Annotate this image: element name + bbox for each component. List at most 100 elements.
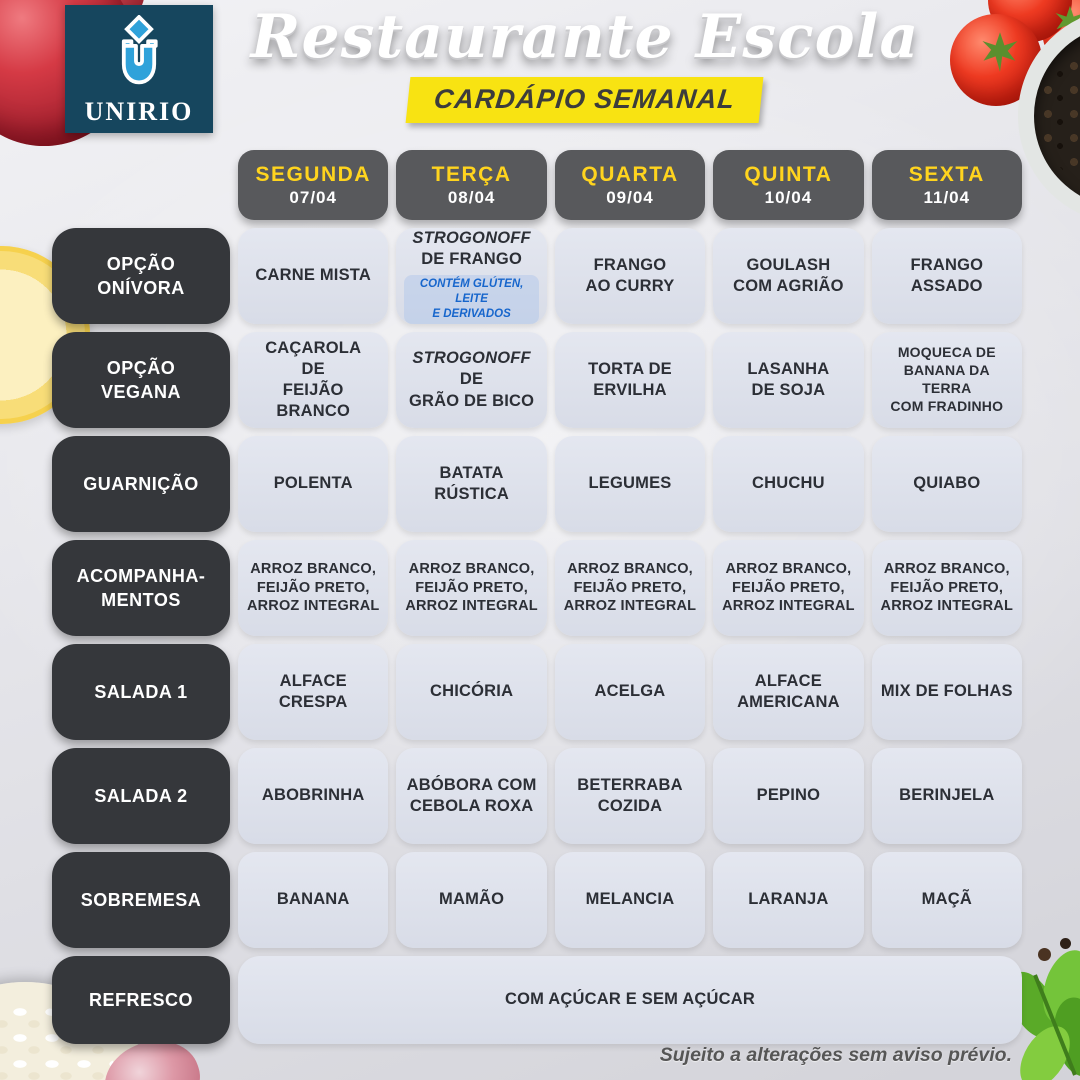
menu-cell: ARROZ BRANCO, FEIJÃO PRETO, ARROZ INTEGR… xyxy=(238,540,389,636)
dish-name: DE GRÃO DE BICO xyxy=(408,370,535,410)
row-label-sobremesa: SOBREMESA xyxy=(52,852,230,948)
day-date: 10/04 xyxy=(764,187,813,207)
dish-name: ARROZ BRANCO, FEIJÃO PRETO, ARROZ INTEGR… xyxy=(563,561,697,615)
dish-name: BETERRABA COZIDA xyxy=(577,775,683,815)
dish-name: FRANGO AO CURRY xyxy=(585,255,675,295)
dish-name: LEGUMES xyxy=(588,474,672,493)
dish-name: MAÇÃ xyxy=(921,890,972,909)
dish-name: BATATA RÚSTICA xyxy=(434,463,509,503)
menu-cell: ARROZ BRANCO, FEIJÃO PRETO, ARROZ INTEGR… xyxy=(396,540,547,636)
row-label-acompanhamentos: ACOMPANHA- MENTOS xyxy=(52,540,230,636)
dish-name: LARANJA xyxy=(748,890,829,909)
dish-name: MELANCIA xyxy=(585,890,675,909)
dish-name: ALFACE AMERICANA xyxy=(737,671,840,711)
dish-name: ARROZ BRANCO, FEIJÃO PRETO, ARROZ INTEGR… xyxy=(880,561,1014,615)
peppercorn-bowl-photo xyxy=(1018,8,1080,224)
dish-name: CAÇAROLA DE FEIJÃO BRANCO xyxy=(265,338,362,421)
menu-cell: STROGONOFF DE GRÃO DE BICO xyxy=(396,332,547,428)
menu-cell: POLENTA xyxy=(238,436,389,532)
menu-cell: BERINJELA xyxy=(871,748,1022,844)
unirio-logo: UNIRIO xyxy=(65,5,213,133)
dish-name: PEPINO xyxy=(756,786,821,805)
dish-name: DE FRANGO xyxy=(421,250,522,269)
menu-cell: TORTA DE ERVILHA xyxy=(554,332,706,428)
day-header-quarta: QUARTA 09/04 xyxy=(554,150,706,220)
allergen-note: CONTÉM GLÚTEN, LEITE E DERIVADOS xyxy=(404,275,539,325)
menu-cell: ALFACE CRESPA xyxy=(238,644,389,740)
row-label-salada-2: SALADA 2 xyxy=(52,748,230,844)
dish-name: ARROZ BRANCO, FEIJÃO PRETO, ARROZ INTEGR… xyxy=(405,561,538,615)
row-label-refresco: REFRESCO xyxy=(52,956,230,1044)
dish-name: ACELGA xyxy=(594,682,666,701)
dish-name: QUIABO xyxy=(913,474,981,493)
day-header-segunda: SEGUNDA 07/04 xyxy=(238,150,389,220)
day-header-terca: TERÇA 08/04 xyxy=(396,150,547,220)
menu-cell: LARANJA xyxy=(713,852,864,948)
tomato-stem-icon xyxy=(1055,5,1080,39)
peppercorn-photo xyxy=(1052,966,1064,978)
dish-name: ABOBRINHA xyxy=(261,786,365,805)
menu-cell: MELANCIA xyxy=(554,852,706,948)
day-name: TERÇA xyxy=(431,162,512,186)
day-date: 07/04 xyxy=(289,187,337,207)
menu-cell: ARROZ BRANCO, FEIJÃO PRETO, ARROZ INTEGR… xyxy=(554,540,706,636)
dish-name-emphasis: STROGONOFF xyxy=(412,349,531,368)
day-header-sexta: SEXTA 11/04 xyxy=(871,150,1022,220)
disclaimer-note: Sujeito a alterações sem aviso prévio. xyxy=(659,1044,1012,1066)
menu-cell: ARROZ BRANCO, FEIJÃO PRETO, ARROZ INTEGR… xyxy=(871,540,1022,636)
dish-name: BANANA xyxy=(276,890,350,909)
peppercorn-photo xyxy=(1038,948,1051,961)
row-label-text: GUARNIÇÃO xyxy=(83,473,199,494)
dish-name: CHICÓRIA xyxy=(430,682,514,701)
dish-name-emphasis: STROGONOFF xyxy=(412,228,531,247)
dish-name: ALFACE CRESPA xyxy=(278,671,348,711)
peppercorn-texture xyxy=(1040,34,1080,194)
dish-name: TORTA DE ERVILHA xyxy=(588,359,672,399)
row-label-text: REFRESCO xyxy=(88,989,193,1010)
dish-name: COM AÇÚCAR E SEM AÇÚCAR xyxy=(505,990,755,1009)
poster-header: Restaurante Escola CARDÁPIO SEMANAL xyxy=(230,6,940,123)
day-header-quinta: QUINTA 10/04 xyxy=(713,150,864,220)
dish-name: ABÓBORA COM CEBOLA ROXA xyxy=(406,775,537,815)
dish-name: MOQUECA DE BANANA DA TERRA COM FRADINHO xyxy=(890,344,1004,414)
day-date: 09/04 xyxy=(606,187,654,207)
menu-cell: GOULASH COM AGRIÃO xyxy=(713,228,864,324)
menu-cell: LEGUMES xyxy=(554,436,706,532)
day-name: SEXTA xyxy=(908,162,985,186)
tomato-photo xyxy=(988,0,1072,42)
menu-cell: MAÇÃ xyxy=(871,852,1022,948)
dish-name: ARROZ BRANCO, FEIJÃO PRETO, ARROZ INTEGR… xyxy=(722,561,855,615)
menu-cell: ALFACE AMERICANA xyxy=(713,644,864,740)
subtitle-banner: CARDÁPIO SEMANAL xyxy=(406,77,764,123)
row-label-opcao-onivora: OPÇÃO ONÍVORA xyxy=(52,228,230,324)
menu-cell: MOQUECA DE BANANA DA TERRA COM FRADINHO xyxy=(871,332,1022,428)
row-label-text: OPÇÃO VEGANA xyxy=(100,357,181,402)
row-label-opcao-vegana: OPÇÃO VEGANA xyxy=(52,332,230,428)
menu-cell: ARROZ BRANCO, FEIJÃO PRETO, ARROZ INTEGR… xyxy=(713,540,864,636)
menu-cell: MIX DE FOLHAS xyxy=(871,644,1022,740)
row-label-text: SALADA 2 xyxy=(94,785,188,806)
dish-name: MAMÃO xyxy=(439,890,505,909)
menu-cell-refresco: COM AÇÚCAR E SEM AÇÚCAR xyxy=(238,956,1022,1044)
menu-cell: PEPINO xyxy=(713,748,864,844)
menu-cell: BATATA RÚSTICA xyxy=(396,436,547,532)
menu-cell: CARNE MISTA xyxy=(238,228,389,324)
menu-cell: ABÓBORA COM CEBOLA ROXA xyxy=(396,748,547,844)
menu-cell: ACELGA xyxy=(554,644,706,740)
day-name: QUINTA xyxy=(744,162,833,186)
menu-cell: STROGONOFF DE FRANGO CONTÉM GLÚTEN, LEIT… xyxy=(396,228,547,325)
tomato-stem-icon xyxy=(982,32,1018,72)
menu-cell: LASANHA DE SOJA xyxy=(713,332,864,428)
day-date: 11/04 xyxy=(923,187,971,207)
menu-cell: FRANGO AO CURRY xyxy=(554,228,706,324)
unirio-logo-icon xyxy=(121,15,158,85)
dish-name: ARROZ BRANCO, FEIJÃO PRETO, ARROZ INTEGR… xyxy=(246,561,380,615)
dish-name: MIX DE FOLHAS xyxy=(880,682,1013,701)
logo-text: UNIRIO xyxy=(84,97,194,126)
peppercorn-photo xyxy=(1072,956,1080,966)
day-date: 08/04 xyxy=(447,187,496,207)
tomato-photo xyxy=(950,14,1042,106)
row-label-guarnicao: GUARNIÇÃO xyxy=(52,436,230,532)
dish-name: POLENTA xyxy=(273,474,353,493)
